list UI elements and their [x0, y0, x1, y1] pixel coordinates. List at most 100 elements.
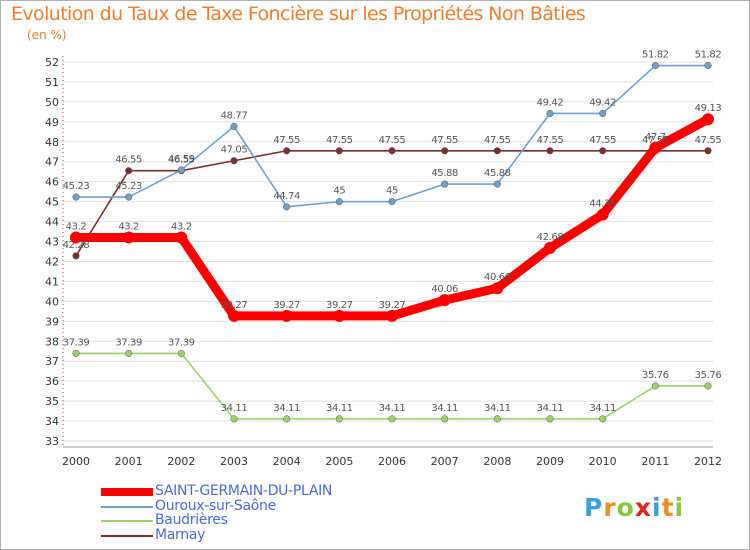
- legend-label: Baudrières: [155, 512, 228, 528]
- proxiti-logo: Proxiti: [584, 493, 684, 522]
- data-label: 37.39: [63, 337, 90, 348]
- legend-label: Marnay: [155, 526, 206, 543]
- logo-letter: P: [584, 493, 604, 522]
- data-point: [333, 309, 346, 322]
- data-label: 35.76: [695, 370, 722, 381]
- logo-letter: r: [603, 493, 617, 522]
- data-label: 39.27: [379, 300, 406, 311]
- y-tick-label: 33: [45, 435, 59, 448]
- legend-swatch: [101, 520, 153, 522]
- data-point: [546, 109, 554, 118]
- chart-unit-label: (en %): [27, 28, 67, 42]
- data-label: 46.55: [168, 155, 195, 166]
- data-label: 47.55: [642, 135, 669, 146]
- data-point: [125, 167, 133, 175]
- y-tick-label: 41: [45, 275, 59, 288]
- data-point: [649, 141, 662, 154]
- data-point: [283, 415, 291, 423]
- data-point: [122, 231, 135, 244]
- data-point: [704, 62, 712, 70]
- data-label: 45.23: [115, 181, 142, 192]
- data-point: [704, 382, 712, 390]
- y-tick-label: 36: [45, 375, 59, 388]
- data-point: [441, 147, 449, 155]
- data-point: [546, 415, 554, 423]
- data-label: 45.88: [484, 168, 511, 179]
- data-point: [177, 349, 185, 357]
- data-point: [546, 147, 554, 155]
- legend-swatch: [101, 534, 153, 537]
- data-point: [544, 241, 556, 254]
- data-point: [599, 147, 607, 155]
- data-label: 34.11: [431, 403, 458, 414]
- legend-label: Ouroux-sur-Saône: [155, 497, 276, 514]
- data-label: 44.74: [273, 191, 300, 202]
- data-point: [651, 382, 659, 390]
- data-label: 47.55: [431, 135, 458, 146]
- y-tick-label: 46: [45, 176, 59, 189]
- x-tick-label: 2005: [325, 455, 353, 468]
- data-label: 45.23: [63, 181, 90, 192]
- data-point: [441, 415, 449, 423]
- data-label: 47.55: [484, 135, 511, 146]
- data-label: 42.68: [537, 232, 564, 243]
- data-label: 48.77: [221, 110, 248, 121]
- data-label: 47.7: [645, 132, 666, 143]
- data-label: 43.2: [66, 222, 87, 233]
- data-point: [596, 208, 609, 221]
- data-point: [125, 193, 133, 201]
- data-point: [228, 309, 240, 322]
- logo-letter: i: [674, 493, 685, 522]
- data-label: 47.55: [537, 135, 564, 146]
- data-label: 34.11: [484, 403, 511, 414]
- y-tick-label: 35: [45, 395, 59, 408]
- data-label: 49.13: [695, 103, 722, 114]
- data-point: [599, 109, 607, 118]
- data-label: 35.76: [642, 370, 669, 381]
- data-label: 45: [386, 186, 398, 197]
- x-tick-label: 2000: [62, 455, 90, 468]
- data-point: [651, 62, 659, 70]
- data-point: [388, 198, 396, 206]
- y-tick-label: 44: [45, 216, 59, 229]
- data-point: [125, 349, 133, 357]
- data-label: 51.82: [695, 50, 722, 61]
- data-point: [175, 231, 188, 244]
- data-label: 46.59: [168, 154, 195, 165]
- data-label: 49.42: [537, 97, 564, 108]
- y-tick-label: 52: [45, 56, 59, 69]
- data-label: 45: [333, 186, 345, 197]
- data-label: 34.11: [537, 403, 564, 414]
- y-tick-label: 50: [45, 96, 59, 109]
- data-label: 34.11: [221, 403, 248, 414]
- data-label: 39.27: [221, 300, 248, 311]
- data-point: [386, 309, 398, 322]
- x-tick-label: 2009: [536, 455, 564, 468]
- x-tick-label: 2008: [483, 455, 511, 468]
- data-point: [335, 198, 343, 206]
- data-label: 43.2: [118, 222, 139, 233]
- logo-letter: t: [661, 493, 675, 522]
- y-tick-label: 43: [45, 236, 59, 249]
- data-point: [72, 349, 80, 357]
- data-point: [72, 252, 80, 260]
- y-tick-label: 49: [45, 116, 59, 129]
- data-label: 45.88: [431, 168, 458, 179]
- data-point: [283, 203, 291, 211]
- data-point: [70, 231, 82, 244]
- y-tick-label: 42: [45, 255, 59, 268]
- logo-letter: i: [652, 493, 662, 522]
- legend-swatch: [101, 488, 153, 496]
- data-point: [283, 147, 291, 155]
- data-point: [230, 415, 238, 423]
- data-point: [280, 309, 293, 322]
- legend-label: SAINT-GERMAIN-DU-PLAIN: [155, 483, 333, 499]
- data-label: 44.35: [589, 199, 616, 210]
- data-label: 47.55: [695, 135, 722, 146]
- data-label: 42.28: [63, 240, 90, 251]
- data-point: [491, 282, 504, 295]
- y-tick-label: 45: [45, 196, 59, 209]
- data-point: [438, 294, 451, 307]
- x-tick-label: 2012: [694, 455, 722, 468]
